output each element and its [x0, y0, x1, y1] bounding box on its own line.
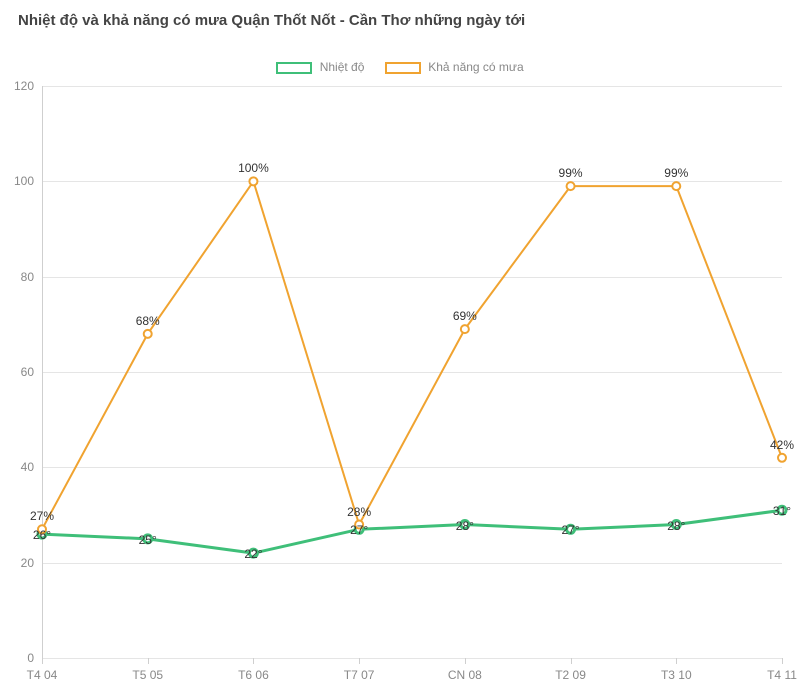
series-marker — [778, 454, 786, 462]
point-label: 26° — [33, 528, 51, 542]
legend-item-rain: Khả năng có mưa — [385, 60, 524, 74]
series-line — [42, 181, 782, 529]
point-label: 22° — [244, 547, 262, 561]
series-marker — [567, 182, 575, 190]
x-axis-label: T4 11 — [767, 668, 797, 682]
point-label: 42% — [770, 438, 794, 452]
legend-swatch-rain — [385, 62, 421, 74]
point-label: 68% — [136, 314, 160, 328]
y-axis-label: 100 — [4, 174, 34, 188]
x-axis-label: T2 09 — [555, 668, 586, 682]
point-label: 100% — [238, 161, 269, 175]
series-marker — [672, 182, 680, 190]
x-tick — [676, 658, 677, 664]
point-label: 27% — [30, 509, 54, 523]
point-label: 25° — [139, 533, 157, 547]
x-axis-label: CN 08 — [448, 668, 482, 682]
series-marker — [249, 177, 257, 185]
point-label: 31° — [773, 504, 791, 518]
gridline — [42, 658, 782, 659]
legend-item-temp: Nhiệt độ — [276, 60, 364, 74]
point-label: 99% — [664, 166, 688, 180]
plot-area: 020406080100120T4 04T5 05T6 06T7 07CN 08… — [42, 86, 782, 658]
chart-title: Nhiệt độ và khả năng có mưa Quận Thốt Nố… — [18, 12, 525, 29]
y-axis-label: 120 — [4, 79, 34, 93]
x-axis-label: T3 10 — [661, 668, 692, 682]
point-label: 28° — [456, 519, 474, 533]
point-label: 99% — [559, 166, 583, 180]
x-tick — [148, 658, 149, 664]
series-marker — [144, 330, 152, 338]
legend-swatch-temp — [276, 62, 312, 74]
point-label: 28° — [667, 519, 685, 533]
x-tick — [782, 658, 783, 664]
point-label: 27° — [561, 523, 579, 537]
y-axis-label: 40 — [4, 460, 34, 474]
legend: Nhiệt độ Khả năng có mưa — [0, 58, 800, 76]
y-axis-label: 20 — [4, 556, 34, 570]
x-tick — [253, 658, 254, 664]
x-axis-label: T4 04 — [27, 668, 58, 682]
legend-label-rain: Khả năng có mưa — [428, 60, 523, 74]
y-axis-label: 80 — [4, 270, 34, 284]
chart-container: Nhiệt độ và khả năng có mưa Quận Thốt Nố… — [0, 0, 800, 691]
x-tick — [571, 658, 572, 664]
y-axis-label: 0 — [4, 651, 34, 665]
point-label: 27° — [350, 523, 368, 537]
point-label: 69% — [453, 309, 477, 323]
series-marker — [461, 325, 469, 333]
point-label: 28% — [347, 505, 371, 519]
x-axis-label: T7 07 — [344, 668, 375, 682]
legend-label-temp: Nhiệt độ — [320, 60, 365, 74]
x-tick — [359, 658, 360, 664]
x-tick — [42, 658, 43, 664]
y-axis-label: 60 — [4, 365, 34, 379]
x-axis-label: T6 06 — [238, 668, 269, 682]
x-axis-label: T5 05 — [132, 668, 163, 682]
x-tick — [465, 658, 466, 664]
